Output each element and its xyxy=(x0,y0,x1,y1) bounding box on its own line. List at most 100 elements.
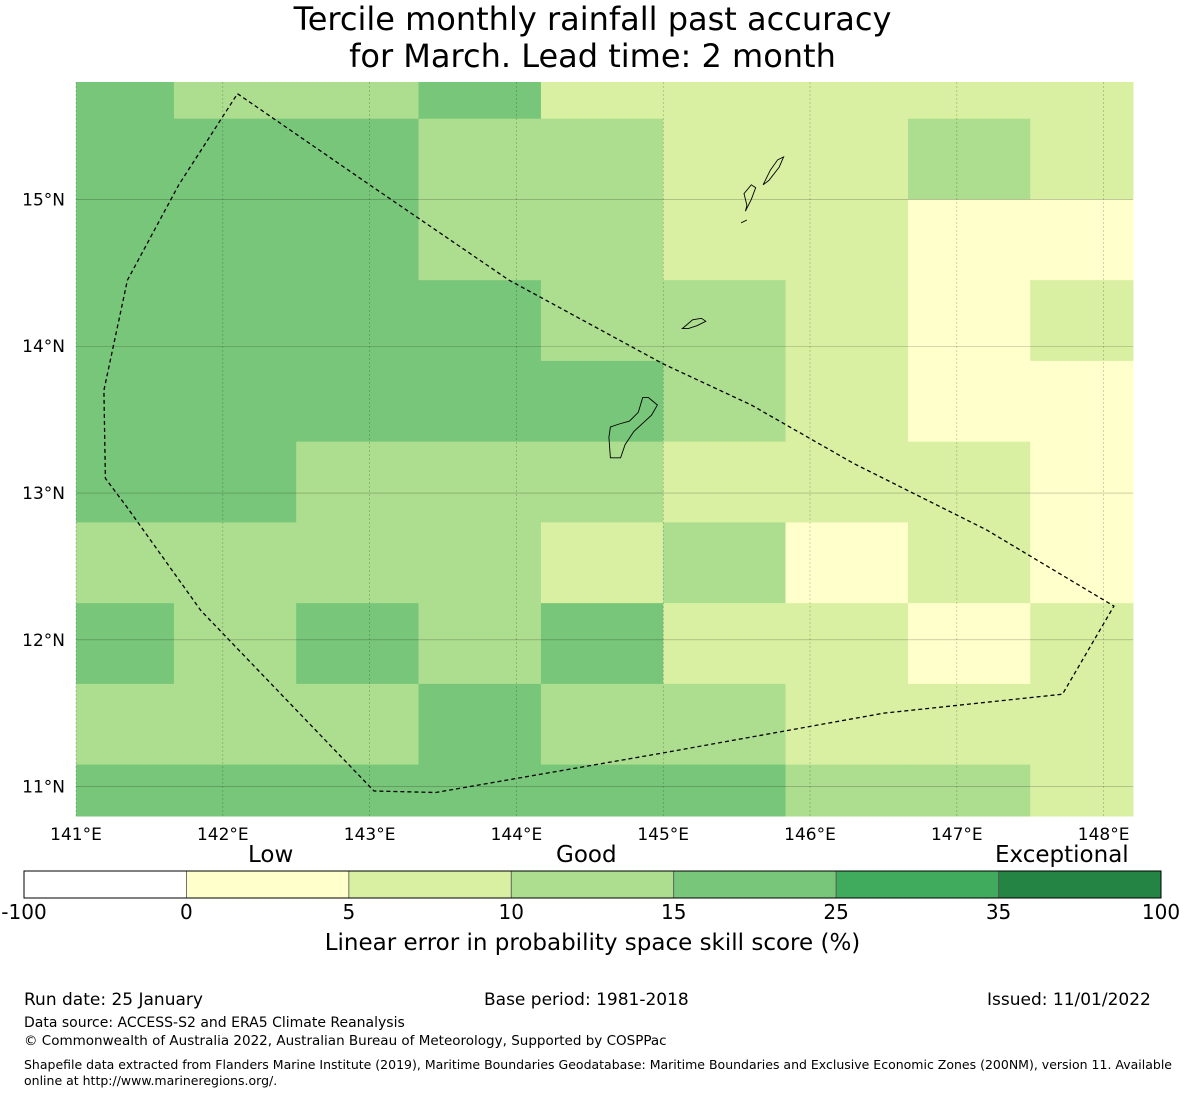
grid-cell xyxy=(76,522,175,604)
longitude-label: 144°E xyxy=(491,825,543,845)
skill-grid xyxy=(76,82,1134,817)
colorbar-segment xyxy=(510,870,675,899)
grid-cell xyxy=(907,764,1031,817)
latitude-label: 12°N xyxy=(22,631,65,651)
grid-cell xyxy=(418,522,542,604)
grid-cell xyxy=(296,683,419,766)
grid-cell xyxy=(663,522,787,604)
grid-cell xyxy=(907,118,1031,200)
longitude-label: 145°E xyxy=(637,825,689,845)
colorbar xyxy=(23,870,1162,899)
chart-title-line-1: Tercile monthly rainfall past accuracy xyxy=(293,0,892,38)
grid-cell xyxy=(296,522,419,604)
colorbar-segment xyxy=(23,870,187,899)
grid-cell xyxy=(76,199,175,281)
grid-cell xyxy=(540,764,664,817)
grid-cell xyxy=(785,280,909,362)
grid-cell xyxy=(907,683,1031,766)
grid-cell xyxy=(296,764,419,817)
longitude-label: 142°E xyxy=(197,825,249,845)
colorbar-segment xyxy=(835,870,999,899)
grid-cell xyxy=(907,360,1031,443)
grid-cell xyxy=(173,603,297,685)
latitude-label: 13°N xyxy=(22,484,65,504)
grid-cell xyxy=(296,199,419,281)
colorbar-tick-label: 100 xyxy=(1141,900,1181,924)
longitude-label: 143°E xyxy=(344,825,396,845)
grid-cell xyxy=(1030,764,1134,817)
colorbar-segment xyxy=(673,870,837,899)
grid-cell xyxy=(540,118,664,200)
colorbar-tick-label: 25 xyxy=(823,900,849,924)
colorbar-label: Linear error in probability space skill … xyxy=(324,930,861,956)
grid-cell xyxy=(418,683,542,766)
graticule xyxy=(75,82,1133,816)
grid-cell xyxy=(173,82,297,120)
grid-cell xyxy=(76,118,175,200)
grid-cell xyxy=(1030,118,1134,200)
grid-cell xyxy=(418,603,542,685)
longitude-label: 141°E xyxy=(50,825,102,845)
colorbar-tick-label: -100 xyxy=(1,900,47,924)
grid-cell xyxy=(173,199,297,281)
grid-cell xyxy=(1030,603,1134,685)
grid-cell xyxy=(785,683,909,766)
colorbar-segment xyxy=(186,870,350,899)
colorbar-tick-label: 35 xyxy=(985,900,1012,924)
grid-cell xyxy=(1030,199,1134,281)
grid-cell xyxy=(76,441,175,523)
colorbar-heading-low: Low xyxy=(248,842,294,868)
island-outline xyxy=(743,184,757,212)
grid-cell xyxy=(173,360,297,443)
grid-cell xyxy=(663,118,787,200)
grid-cell xyxy=(1030,280,1134,362)
grid-cell xyxy=(540,82,664,120)
grid-cell xyxy=(785,360,909,443)
grid-cell xyxy=(663,82,787,120)
grid-cell xyxy=(785,118,909,200)
grid-cell xyxy=(418,360,542,443)
island-outline xyxy=(762,155,785,186)
grid-cell xyxy=(540,522,664,604)
grid-cell xyxy=(540,441,664,523)
grid-cell xyxy=(296,603,419,685)
grid-cell xyxy=(785,764,909,817)
colorbar-tick-label: 10 xyxy=(498,900,525,924)
grid-cell xyxy=(418,118,542,200)
grid-cell xyxy=(418,441,542,523)
grid-cell xyxy=(296,280,419,362)
data-source: Data source: ACCESS-S2 and ERA5 Climate … xyxy=(24,1015,405,1031)
grid-cell xyxy=(418,82,542,120)
grid-cell xyxy=(907,82,1031,120)
eez-boundary xyxy=(103,93,1115,794)
grid-cell xyxy=(76,764,175,817)
grid-cell xyxy=(173,118,297,200)
grid-cell xyxy=(663,199,787,281)
grid-cell xyxy=(76,683,175,766)
grid-cell xyxy=(418,280,542,362)
island-outline xyxy=(681,317,707,330)
grid-cell xyxy=(907,199,1031,281)
colorbar-segment xyxy=(998,870,1162,899)
grid-cell xyxy=(907,441,1031,523)
grid-cell xyxy=(173,522,297,604)
copyright: © Commonwealth of Australia 2022, Austra… xyxy=(24,1033,667,1049)
grid-cell xyxy=(173,764,297,817)
grid-cell xyxy=(1030,360,1134,443)
grid-cell xyxy=(663,764,787,817)
islands xyxy=(608,155,785,459)
latitude-label: 11°N xyxy=(22,778,65,798)
grid-cell xyxy=(76,603,175,685)
grid-cell xyxy=(540,360,664,443)
grid-cell xyxy=(173,280,297,362)
grid-cell xyxy=(1030,82,1134,120)
grid-cell xyxy=(907,603,1031,685)
colorbar-segment xyxy=(348,870,512,899)
colorbar-frame xyxy=(23,870,1162,899)
grid-cell xyxy=(785,522,909,604)
longitude-label: 146°E xyxy=(784,825,836,845)
grid-cell xyxy=(296,441,419,523)
map-axes: 141°E 142°E 143°E 144°E 145°E 146°E 147°E 148°E… xyxy=(22,190,1129,845)
grid-cell xyxy=(785,603,909,685)
colorbar-tick-label: 15 xyxy=(660,900,687,924)
